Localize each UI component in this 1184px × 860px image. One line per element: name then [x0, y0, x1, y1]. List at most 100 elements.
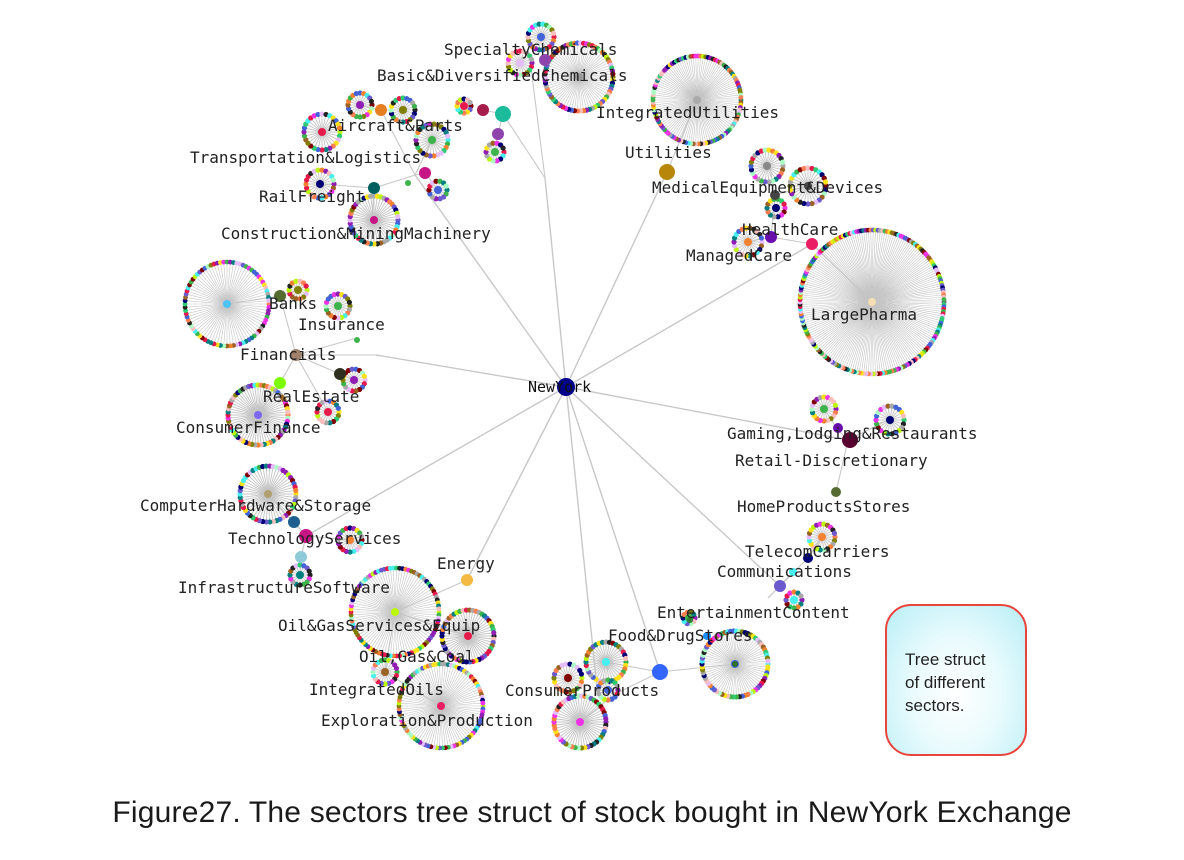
leaf-edge: [832, 241, 873, 303]
leaf-node: [801, 165, 807, 172]
leaf-edge: [553, 76, 580, 100]
hub-node: [652, 664, 668, 680]
leaf-edge: [226, 303, 268, 318]
leaf-edge: [226, 262, 234, 305]
leaf-edge: [579, 721, 602, 738]
leaf-edge: [871, 231, 886, 303]
leaf-edge: [446, 635, 469, 652]
leaf-edge: [394, 581, 427, 613]
leaf-edge: [730, 631, 736, 665]
tree-edge: [565, 386, 781, 587]
leaf-edge: [440, 668, 460, 707]
leaf-edge: [696, 68, 728, 101]
leaf-edge: [568, 76, 580, 110]
leaf-edge: [703, 652, 736, 665]
leaf-edge: [705, 649, 736, 665]
leaf-edge: [653, 92, 698, 101]
leaf-edge: [356, 591, 396, 613]
leaf-edge: [871, 250, 923, 303]
leaf-edge: [185, 303, 228, 311]
leaf-edge: [734, 646, 764, 665]
leaf-edge: [578, 45, 593, 78]
leaf-node: [393, 665, 400, 671]
leaf-edge: [226, 303, 265, 324]
leaf-edge: [257, 414, 271, 443]
leaf-edge: [696, 99, 740, 111]
leaf-edge: [696, 99, 725, 136]
leaf-node: [319, 111, 325, 117]
leaf-edge: [353, 596, 396, 613]
leaf-edge: [659, 99, 698, 125]
leaf-edge: [257, 414, 288, 422]
leaf-edge: [255, 468, 269, 495]
leaf-edge: [378, 571, 396, 613]
leaf-edge: [664, 99, 698, 130]
leaf-edge: [267, 477, 291, 495]
leaf-edge: [734, 631, 740, 665]
leaf-edge: [800, 301, 873, 308]
leaf-edge: [241, 493, 269, 505]
leaf-edge: [690, 99, 698, 144]
leaf-node: [303, 283, 309, 289]
leaf-edge: [666, 68, 698, 101]
leaf-node: [799, 597, 805, 603]
leaf-edge: [579, 721, 606, 729]
leaf-edge: [257, 390, 276, 416]
leaf-edge: [394, 611, 439, 622]
leaf-edge: [387, 611, 396, 656]
leaf-edge: [871, 278, 941, 303]
leaf-edge: [549, 76, 580, 95]
leaf-node: [467, 99, 473, 106]
leaf-edge: [871, 301, 935, 339]
leaf-node: [563, 661, 569, 667]
leaf-edge: [245, 477, 269, 495]
cluster-center: [564, 674, 572, 682]
leaf-edge: [440, 672, 468, 707]
leaf-edge: [351, 611, 396, 622]
leaf-edge: [557, 76, 580, 104]
hub-node: [295, 551, 307, 563]
leaf-edge: [696, 94, 741, 101]
leaf-edge: [226, 303, 268, 315]
leaf-edge: [394, 568, 403, 613]
leaf-node: [885, 403, 891, 409]
leaf-node: [823, 183, 829, 189]
leaf-edge: [863, 301, 873, 374]
leaf-edge: [355, 219, 375, 237]
leaf-edge: [394, 611, 403, 656]
leaf-node: [445, 137, 451, 143]
leaf-edge: [734, 654, 767, 665]
leaf-edge: [394, 611, 409, 654]
leaf-edge: [451, 635, 469, 657]
leaf-edge: [444, 635, 469, 649]
leaf-edge: [653, 99, 698, 106]
leaf-edge: [267, 490, 296, 495]
leaf-edge: [199, 303, 228, 337]
leaf-edge: [579, 715, 606, 723]
leaf-edge: [871, 232, 890, 303]
leaf-edge: [394, 608, 439, 613]
leaf-edge: [871, 231, 888, 303]
hub-node: [368, 182, 380, 194]
leaf-edge: [467, 635, 488, 655]
leaf-node: [747, 253, 753, 259]
tree-edge: [394, 611, 469, 637]
leaf-edge: [851, 301, 873, 372]
leaf-node: [791, 589, 797, 595]
leaf-edge: [226, 263, 241, 305]
leaf-edge: [662, 99, 698, 129]
leaf-edge: [671, 99, 698, 137]
sector-label: ManagedCare: [686, 246, 792, 265]
root-label: NewYork: [528, 378, 591, 396]
leaf-edge: [394, 583, 429, 613]
leaf-edge: [442, 632, 469, 637]
leaf-edge: [871, 301, 888, 373]
leaf-node: [731, 239, 737, 245]
hub-node: [789, 568, 797, 576]
leaf-edge: [226, 303, 252, 339]
leaf-edge: [226, 281, 263, 305]
hub-node: [375, 104, 387, 116]
cluster-center: [818, 533, 826, 541]
hub-node: [290, 349, 302, 361]
leaf-edge: [840, 236, 873, 303]
